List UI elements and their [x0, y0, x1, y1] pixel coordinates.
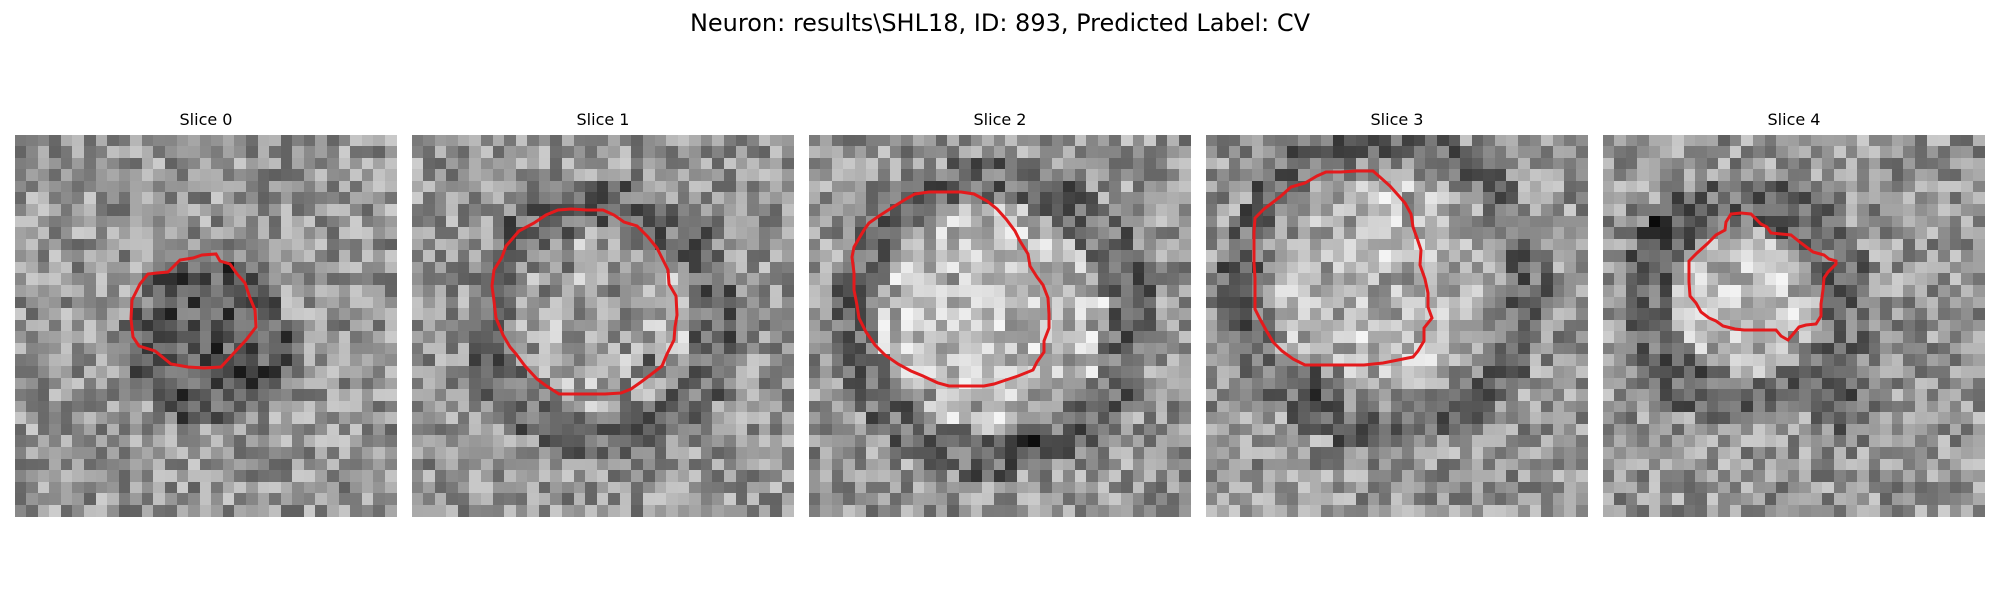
grayscale-patch	[1206, 135, 1588, 517]
slice-title: Slice 4	[1767, 110, 1821, 129]
slice-panel-0: Slice 0	[15, 108, 397, 517]
slice-title: Slice 1	[576, 110, 630, 129]
slice-image	[809, 135, 1191, 517]
grayscale-patch	[809, 135, 1191, 517]
slice-panel-1: Slice 1	[412, 108, 794, 517]
slice-panel-4: Slice 4	[1603, 108, 1985, 517]
slice-title: Slice 3	[1370, 110, 1424, 129]
grayscale-patch	[1603, 135, 1985, 517]
slice-image	[1603, 135, 1985, 517]
segmentation-contour	[129, 252, 258, 370]
segmentation-contour	[1687, 211, 1838, 342]
segmentation-contour	[1252, 169, 1434, 367]
slice-title: Slice 0	[179, 110, 233, 129]
slice-panel-2: Slice 2	[809, 108, 1191, 517]
slice-image	[1206, 135, 1588, 517]
slice-image	[15, 135, 397, 517]
grayscale-patch	[412, 135, 794, 517]
figure-title: Neuron: results\SHL18, ID: 893, Predicte…	[689, 9, 1311, 37]
slice-image	[412, 135, 794, 517]
slice-panel-3: Slice 3	[1206, 108, 1588, 517]
grayscale-patch	[15, 135, 397, 517]
slice-title: Slice 2	[973, 110, 1027, 129]
segmentation-contour	[490, 207, 679, 396]
segmentation-contour	[850, 190, 1051, 388]
